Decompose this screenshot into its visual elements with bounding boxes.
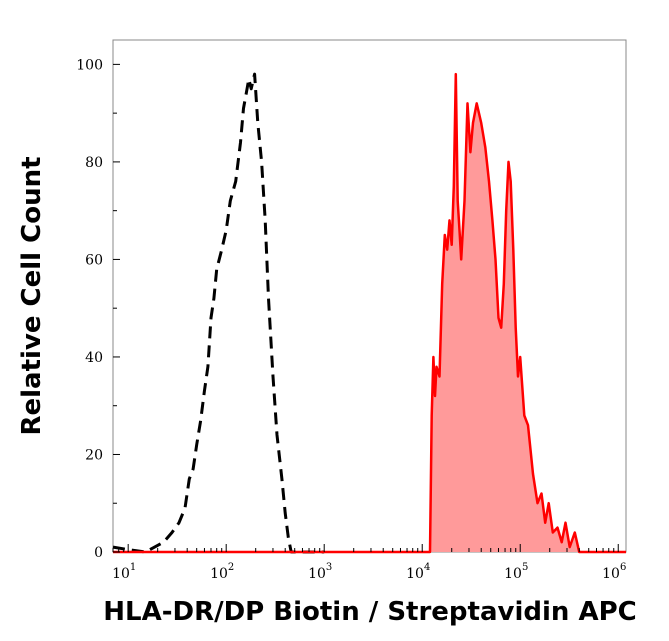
x-tick-label: 102	[210, 562, 234, 582]
x-tick-label: 101	[112, 562, 136, 582]
series-line-1	[113, 72, 626, 554]
y-axis-title: Relative Cell Count	[17, 156, 47, 435]
series-layer	[112, 72, 626, 554]
plot-area: 0 20 40 60 80 100 101 102 103 104 105 106	[76, 39, 627, 582]
y-axis: 0 20 40 60 80 100	[76, 57, 120, 561]
series-fill-1	[113, 74, 626, 552]
x-tick-label: 104	[406, 562, 430, 582]
x-tick-label: 105	[504, 562, 528, 582]
x-tick-label: 103	[308, 562, 332, 582]
y-tick-label: 60	[85, 252, 103, 268]
y-tick-label: 100	[76, 57, 103, 73]
series-line-0	[112, 72, 325, 554]
plot-frame	[112, 39, 627, 553]
y-tick-label: 40	[85, 350, 103, 366]
y-tick-label: 80	[85, 155, 103, 171]
y-tick-label: 20	[85, 447, 103, 463]
x-axis: 101 102 103 104 105 106	[112, 544, 626, 582]
y-tick-label: 0	[94, 545, 103, 561]
x-tick-label: 106	[602, 562, 626, 582]
x-axis-title: HLA-DR/DP Biotin / Streptavidin APC	[103, 597, 636, 627]
